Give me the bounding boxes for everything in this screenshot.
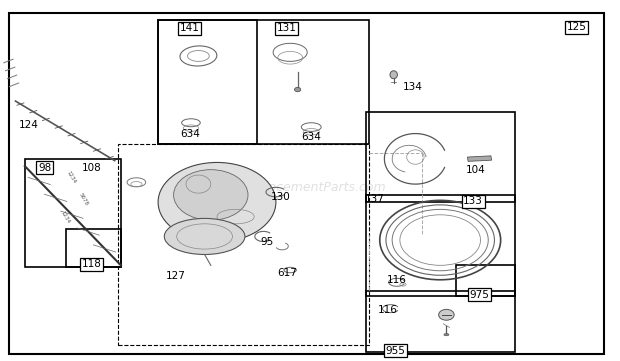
- Text: 124: 124: [19, 119, 39, 130]
- Ellipse shape: [158, 162, 276, 242]
- Bar: [467, 156, 492, 161]
- Text: 955: 955: [386, 346, 405, 356]
- Text: 5678: 5678: [78, 192, 89, 207]
- Text: 134: 134: [402, 82, 422, 92]
- Ellipse shape: [390, 71, 397, 79]
- Text: 108: 108: [82, 163, 102, 173]
- Bar: [118, 144, 369, 345]
- Ellipse shape: [174, 170, 248, 220]
- Text: 116: 116: [387, 275, 407, 285]
- Bar: [456, 265, 515, 296]
- Text: 1234: 1234: [60, 210, 71, 225]
- Text: 104: 104: [466, 165, 486, 175]
- Text: 127: 127: [166, 271, 185, 281]
- Text: 141: 141: [180, 23, 200, 33]
- Ellipse shape: [444, 334, 449, 336]
- Text: 116: 116: [378, 305, 397, 316]
- Ellipse shape: [294, 87, 301, 92]
- Bar: [25, 159, 121, 267]
- Text: 634: 634: [301, 132, 321, 142]
- Text: 634: 634: [180, 129, 200, 139]
- Bar: [366, 291, 515, 352]
- Bar: [366, 112, 515, 202]
- Text: 131: 131: [277, 23, 296, 33]
- Text: eReplacementParts.com: eReplacementParts.com: [234, 181, 386, 194]
- Bar: [66, 229, 121, 267]
- Text: 118: 118: [82, 259, 102, 269]
- Text: 125: 125: [567, 22, 587, 32]
- Text: 617: 617: [277, 268, 297, 278]
- Text: 975: 975: [469, 290, 489, 300]
- Text: 137: 137: [365, 193, 384, 204]
- Ellipse shape: [164, 218, 245, 255]
- Text: 133: 133: [463, 196, 483, 206]
- Text: 98: 98: [38, 163, 51, 173]
- Text: 1234: 1234: [66, 170, 77, 185]
- Text: 95: 95: [260, 237, 273, 247]
- Bar: [158, 20, 369, 144]
- Bar: [366, 195, 515, 296]
- Ellipse shape: [439, 309, 454, 320]
- Text: 130: 130: [270, 192, 290, 202]
- Bar: [158, 20, 257, 144]
